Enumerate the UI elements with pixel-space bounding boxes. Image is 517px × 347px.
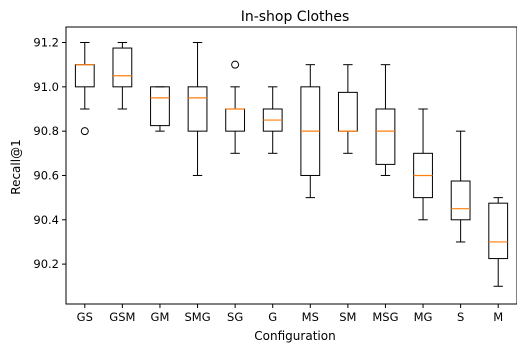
box-sg [225, 108, 246, 132]
chart-title: In-shop Clothes [241, 9, 350, 25]
y-tick-label: 90.8 [33, 124, 59, 138]
box-gm [150, 86, 170, 127]
y-axis-label: Recall@1 [9, 139, 23, 194]
x-tick-label: S [457, 310, 464, 324]
box-s [450, 180, 471, 221]
x-tick-label: MG [414, 310, 433, 324]
x-tick-label: MSG [372, 310, 398, 324]
x-tick-label: MS [302, 310, 319, 324]
x-tick-label: SM [339, 310, 356, 324]
box-sm [337, 91, 358, 132]
box-msg [375, 108, 396, 165]
box-m [488, 202, 509, 260]
y-tick-label: 91.0 [33, 80, 59, 94]
box-gs [74, 64, 95, 88]
y-tick-label: 90.6 [33, 168, 59, 182]
plot-frame [65, 26, 517, 305]
outlier-point [231, 60, 240, 69]
x-axis-label: Configuration [254, 329, 335, 343]
y-tick-label: 90.2 [33, 257, 59, 271]
outlier-point [80, 127, 89, 136]
x-tick-label: GS [77, 310, 93, 324]
x-tick-label: GSM [109, 310, 135, 324]
box-gsm [112, 47, 133, 88]
x-tick-label: M [493, 310, 503, 324]
y-tick-label: 90.4 [33, 213, 59, 227]
x-tick-label: SMG [184, 310, 210, 324]
x-tick-label: GM [151, 310, 170, 324]
box-smg [187, 86, 208, 132]
x-tick-label: G [268, 310, 277, 324]
y-tick-label: 91.2 [33, 36, 59, 50]
plot-area: 90.290.490.690.891.091.2GS GSM GM SMG SG G MS S… [33, 26, 517, 324]
x-tick-label: SG [227, 310, 243, 324]
